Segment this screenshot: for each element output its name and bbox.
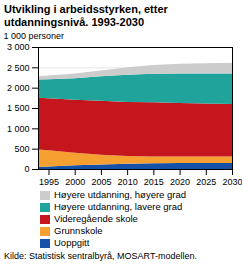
svg-text:3 000: 3 000 xyxy=(7,42,30,52)
svg-text:2 000: 2 000 xyxy=(7,83,30,93)
html-text:Kilde: Statistisk sentralbyrå,: Kilde: Statistisk sentralbyrå, MOSART-mo… xyxy=(4,251,197,261)
svg-text:1 500: 1 500 xyxy=(7,103,30,113)
svg-text:0: 0 xyxy=(24,164,29,174)
html-text:Utvikling i arbeidsstyrken, et: Utvikling i arbeidsstyrken, etter utdann… xyxy=(4,3,168,28)
svg-text:2030: 2030 xyxy=(222,177,242,187)
html-text:Høyere utdanning, lavere grad: Høyere utdanning, lavere grad xyxy=(54,201,183,212)
html-text:Høyere utdanning, høyere grad: Høyere utdanning, høyere grad xyxy=(54,189,186,200)
html-text:Videregående skole: Videregående skole xyxy=(54,213,138,224)
svg-text:2010: 2010 xyxy=(118,177,138,187)
svg-text:2 500: 2 500 xyxy=(7,63,30,73)
svg-text:500: 500 xyxy=(14,144,29,154)
svg-text:2000: 2000 xyxy=(65,177,85,187)
svg-text:2005: 2005 xyxy=(91,177,111,187)
svg-text:2015: 2015 xyxy=(144,177,164,187)
svg-text:2025: 2025 xyxy=(196,177,216,187)
svg-text:1 000: 1 000 xyxy=(7,124,30,134)
svg-text:2020: 2020 xyxy=(170,177,190,187)
html-text:Uoppgitt: Uoppgitt xyxy=(54,237,90,248)
svg-text:1995: 1995 xyxy=(39,177,59,187)
svg-text:1 000 personer: 1 000 personer xyxy=(4,31,65,41)
html-text:Grunnskole: Grunnskole xyxy=(54,225,103,236)
